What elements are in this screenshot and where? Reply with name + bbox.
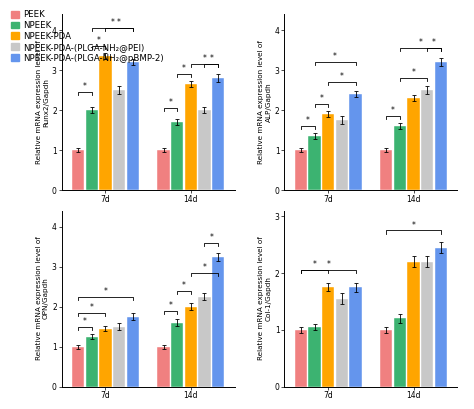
Text: *: * (117, 18, 121, 27)
Bar (72, 150, 84, 190)
Text: *: * (432, 38, 436, 47)
Bar (349, 94, 362, 190)
Bar (157, 346, 170, 387)
Bar (171, 122, 183, 190)
Text: *: * (202, 263, 206, 272)
Text: *: * (210, 233, 213, 242)
Bar (127, 62, 139, 190)
Y-axis label: Relative mRNA expression level of
Col-1/Gapdh: Relative mRNA expression level of Col-1/… (258, 237, 272, 360)
Text: *: * (326, 260, 330, 269)
Text: *: * (411, 220, 416, 229)
Text: *: * (182, 281, 186, 290)
Text: *: * (97, 36, 100, 45)
Text: *: * (313, 260, 317, 269)
Bar (212, 78, 224, 190)
Bar (86, 110, 98, 190)
Legend: PEEK, NPEEK, NPEEK-PDA, NPEEK-PDA-(PLGA-NH₂@PEI), NPEEK-PDA-(PLGA-NH₂@pBMP-2): PEEK, NPEEK, NPEEK-PDA, NPEEK-PDA-(PLGA-… (9, 9, 165, 65)
Text: *: * (83, 317, 87, 326)
Bar (322, 114, 334, 190)
Bar (127, 317, 139, 387)
Text: *: * (83, 82, 87, 91)
Bar (212, 256, 224, 387)
Text: *: * (333, 52, 337, 61)
Bar (421, 262, 433, 387)
Bar (349, 287, 362, 387)
Bar (309, 327, 321, 387)
Text: *: * (168, 301, 172, 310)
Bar (157, 150, 170, 190)
Y-axis label: Relative mRNA expression level of
ALP/Gapdh: Relative mRNA expression level of ALP/Ga… (258, 40, 272, 164)
Bar (394, 126, 406, 190)
Bar (421, 90, 433, 190)
Text: *: * (168, 99, 172, 108)
Bar (100, 56, 111, 190)
Bar (198, 110, 210, 190)
Bar (72, 346, 84, 387)
Text: *: * (391, 106, 395, 115)
Bar (171, 323, 183, 387)
Bar (185, 84, 197, 190)
Bar (309, 136, 321, 190)
Bar (113, 90, 125, 190)
Y-axis label: Relative mRNA expression level of
OPN/Gapdh: Relative mRNA expression level of OPN/Ga… (36, 237, 49, 360)
Y-axis label: Relative mRNA expression level of
Runx2/Gapdh: Relative mRNA expression level of Runx2/… (36, 40, 49, 164)
Text: *: * (103, 287, 108, 296)
Bar (100, 328, 111, 387)
Bar (322, 287, 334, 387)
Bar (435, 62, 447, 190)
Text: *: * (202, 54, 206, 63)
Bar (295, 330, 307, 387)
Text: *: * (411, 68, 416, 77)
Text: *: * (110, 18, 114, 27)
Text: *: * (340, 72, 344, 81)
Bar (435, 247, 447, 387)
Bar (408, 98, 419, 190)
Bar (86, 337, 98, 387)
Bar (185, 307, 197, 387)
Text: *: * (210, 54, 213, 63)
Bar (380, 330, 392, 387)
Text: *: * (182, 64, 186, 73)
Text: *: * (90, 303, 94, 312)
Text: *: * (319, 94, 323, 103)
Bar (394, 319, 406, 387)
Bar (336, 120, 348, 190)
Bar (113, 326, 125, 387)
Bar (336, 299, 348, 387)
Bar (295, 150, 307, 190)
Bar (380, 150, 392, 190)
Bar (408, 262, 419, 387)
Text: *: * (419, 38, 422, 47)
Bar (198, 297, 210, 387)
Text: *: * (306, 116, 310, 125)
